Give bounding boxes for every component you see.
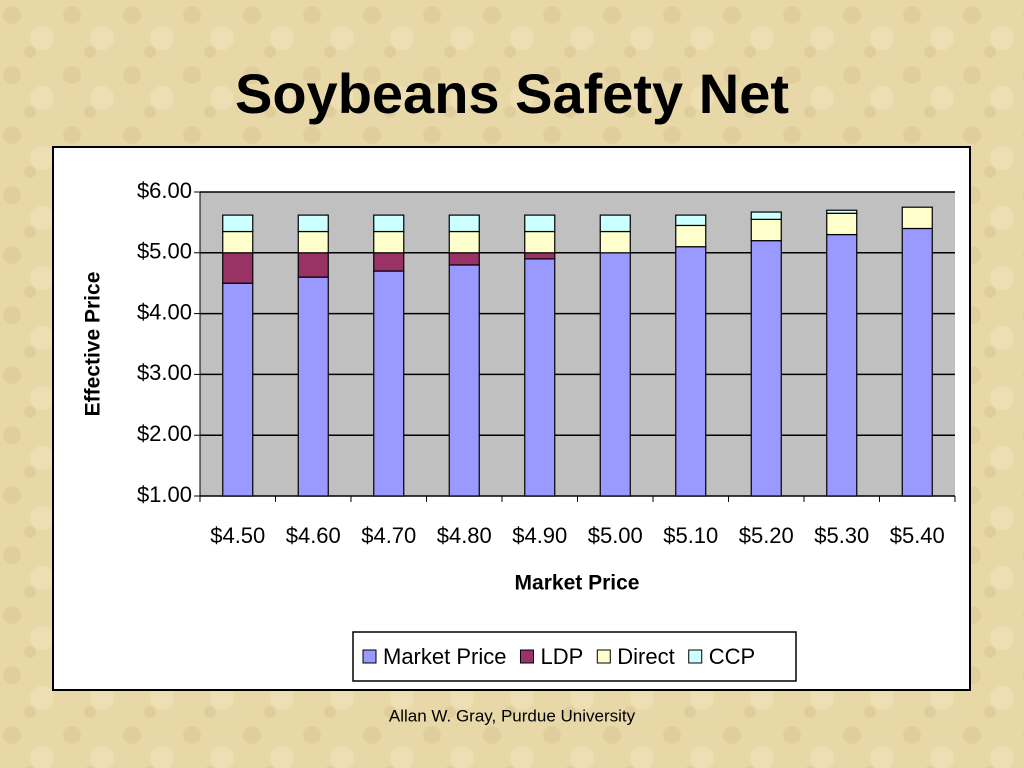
bar-segment <box>826 233 858 497</box>
legend-swatch <box>519 649 534 664</box>
bar-segment <box>901 227 933 497</box>
legend-label: Market Price <box>383 644 506 669</box>
bar-segment <box>222 230 254 254</box>
legend-label: LDP <box>540 644 583 669</box>
bar-segment <box>599 214 631 233</box>
bar-segment <box>524 252 556 260</box>
x-tick-label: $5.20 <box>739 523 794 548</box>
y-tick-label: $5.00 <box>137 239 192 264</box>
bar-segment <box>373 252 405 272</box>
x-tick-label: $5.00 <box>588 523 643 548</box>
legend-label: CCP <box>709 644 755 669</box>
legend-swatch <box>596 649 611 664</box>
x-tick-label: $4.80 <box>437 523 492 548</box>
legend-swatch <box>362 649 377 664</box>
bar-segment <box>675 214 707 227</box>
bar-segment <box>901 206 933 230</box>
bar-segment <box>675 224 707 248</box>
x-tick-label: $4.90 <box>512 523 567 548</box>
bar-segment <box>297 214 329 233</box>
bar-segment <box>826 212 858 236</box>
bar-segment <box>750 211 782 220</box>
x-tick-label: $5.10 <box>663 523 718 548</box>
legend-swatch <box>688 649 703 664</box>
legend-label: Direct <box>617 644 674 669</box>
x-tick-label: $4.50 <box>210 523 265 548</box>
bar-segment <box>750 240 782 497</box>
y-tick-label: $6.00 <box>137 178 192 203</box>
bar-segment <box>222 282 254 497</box>
bar-segment <box>448 252 480 266</box>
x-tick-label: $4.60 <box>286 523 341 548</box>
y-tick-label: $2.00 <box>137 421 192 446</box>
legend-box <box>352 631 797 682</box>
bar-segment <box>524 214 556 233</box>
y-tick-label: $1.00 <box>137 482 192 507</box>
x-tick-label: $4.70 <box>361 523 416 548</box>
legend: Market Price LDP Direct CCP <box>352 631 797 682</box>
bar-segment <box>675 246 707 497</box>
bar-segment <box>297 252 329 278</box>
bar-segment <box>524 230 556 254</box>
bar-segment <box>524 258 556 497</box>
bar-segment <box>826 209 858 214</box>
bar-segment <box>297 276 329 497</box>
x-tick-label: $5.30 <box>814 523 869 548</box>
bar-segment <box>599 252 631 497</box>
x-tick-label: $5.40 <box>890 523 945 548</box>
bar-segment <box>448 264 480 497</box>
bar-segment <box>373 214 405 233</box>
bar-segment <box>448 214 480 233</box>
footer: Allan W. Gray, Purdue University <box>389 706 636 725</box>
bar-segment <box>222 214 254 233</box>
bar-segment <box>750 218 782 242</box>
bar-segment <box>373 230 405 254</box>
bar-segment <box>373 270 405 497</box>
bar-segment <box>599 230 631 254</box>
bar-segment <box>448 230 480 254</box>
y-tick-label: $3.00 <box>137 360 192 385</box>
y-tick-label: $4.00 <box>137 299 192 324</box>
bar-segment <box>222 252 254 284</box>
bar-segment <box>297 230 329 254</box>
slide-title: Soybeans Safety Net <box>235 62 789 125</box>
x-axis-title: Market Price <box>515 572 640 595</box>
y-axis-title: Effective Price <box>82 272 105 417</box>
